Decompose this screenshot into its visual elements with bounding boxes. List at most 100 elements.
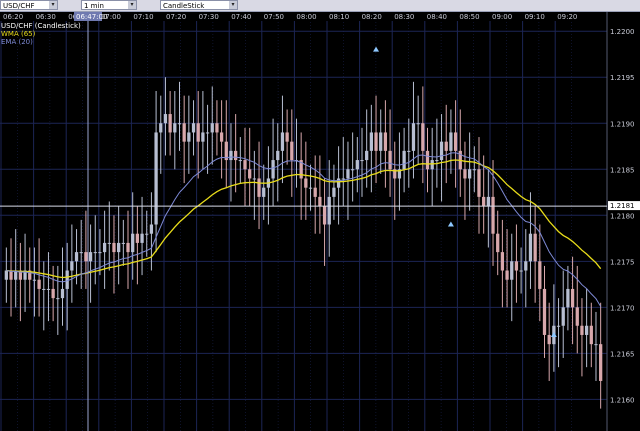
candle-body — [135, 233, 140, 243]
time-tick-label: 08:20 — [362, 13, 382, 21]
interval-select[interactable]: 1 min ▾ — [81, 0, 137, 10]
candle-body — [393, 169, 397, 179]
chevron-down-icon[interactable]: ▾ — [49, 1, 57, 9]
time-tick-label: 06:30 — [36, 13, 56, 21]
time-tick-label: 07:20 — [166, 13, 186, 21]
symbol-select[interactable]: USD/CHF ▾ — [0, 0, 58, 10]
time-tick-label: 07:30 — [199, 13, 219, 21]
crosshair-price-label: 1.2181 — [610, 202, 635, 210]
chevron-down-icon[interactable]: ▾ — [128, 1, 136, 9]
candle-body — [341, 178, 345, 180]
chart-type-select[interactable]: CandleStick ▾ — [160, 0, 238, 10]
candle-body — [416, 123, 420, 125]
candle-body — [397, 169, 402, 179]
chart-toolbar: USD/CHF ▾ 1 min ▾ CandleStick ▾ — [0, 0, 640, 12]
candle-body — [149, 224, 154, 234]
candle-body — [425, 150, 430, 170]
wma-line — [6, 159, 602, 279]
candle-body — [140, 233, 144, 243]
price-tick-label: 1.2195 — [610, 74, 635, 82]
candle-body — [290, 141, 294, 161]
candle-body — [313, 187, 317, 197]
candle-body — [234, 150, 238, 161]
time-tick-label: 08:40 — [427, 13, 447, 21]
chevron-down-icon[interactable]: ▾ — [229, 1, 237, 9]
candle-body — [224, 141, 228, 161]
time-axis-band — [0, 12, 640, 21]
candle-body — [570, 288, 575, 308]
candle-body — [575, 307, 579, 326]
candle-body — [182, 123, 186, 142]
price-tick-label: 1.2200 — [610, 28, 635, 36]
candle-body — [168, 114, 172, 133]
candle-body — [496, 233, 500, 253]
candle-body — [210, 123, 214, 133]
candle-body — [4, 270, 8, 280]
candle-body — [505, 270, 509, 280]
candle-body — [332, 187, 336, 197]
price-tick-label: 1.2165 — [610, 350, 635, 358]
candle-body — [257, 178, 261, 197]
candle-body — [37, 279, 41, 289]
candle-body — [56, 298, 60, 300]
candle-body — [238, 160, 242, 162]
candle-body — [51, 288, 55, 299]
candle-body — [28, 270, 32, 280]
candle-body — [467, 169, 472, 179]
candle-body — [589, 325, 593, 345]
candle-body — [229, 150, 233, 161]
candle-body — [70, 261, 74, 271]
candle-body — [191, 123, 196, 133]
candle-body — [566, 288, 570, 308]
candle-body — [280, 132, 285, 151]
candle-body — [477, 169, 481, 197]
candle-body — [580, 325, 584, 335]
legend-wma: WMA (65) — [1, 30, 36, 38]
candle-body — [491, 196, 495, 234]
candle-body — [594, 344, 598, 346]
price-tick-label: 1.2180 — [610, 212, 635, 220]
candle-body — [556, 325, 561, 327]
candle-body — [9, 270, 13, 280]
candle-body — [215, 123, 219, 133]
time-tick-label: 06:20 — [3, 13, 23, 21]
candle-body — [350, 169, 355, 171]
candle-body — [102, 242, 107, 253]
candle-body — [154, 132, 158, 225]
candle-body — [173, 123, 177, 133]
marker-triangle-icon — [550, 331, 557, 337]
price-tick-label: 1.2160 — [610, 396, 635, 404]
candle-body — [299, 160, 303, 179]
candle-body — [18, 270, 23, 280]
candle-body — [74, 252, 79, 262]
candle-body — [304, 178, 308, 188]
candle-body — [482, 196, 486, 207]
candle-body — [500, 252, 505, 271]
candle-body — [327, 196, 331, 225]
time-tick-label: 07:50 — [264, 13, 284, 21]
price-tick-label: 1.2190 — [610, 120, 635, 128]
candle-body — [374, 132, 378, 151]
time-tick-label: 09:20 — [557, 13, 577, 21]
candle-body — [79, 252, 83, 254]
candle-body — [472, 169, 476, 171]
marker-triangle-icon — [447, 221, 454, 227]
candle-body — [547, 334, 551, 345]
candle-body — [402, 150, 406, 170]
markers — [373, 46, 557, 337]
symbol-select-value: USD/CHF — [3, 2, 35, 10]
candle-body — [112, 242, 116, 253]
candle-body — [23, 270, 27, 280]
candle-body — [383, 132, 388, 151]
price-tick-label: 1.2170 — [610, 304, 635, 312]
time-tick-label: 07:10 — [133, 13, 153, 21]
candle-body — [159, 123, 163, 133]
candle-body — [346, 169, 350, 179]
crosshair-time-box — [74, 12, 102, 21]
candle-body — [388, 150, 392, 170]
candle-body — [98, 252, 102, 254]
indicator-lines — [6, 152, 602, 307]
candle-body — [435, 160, 439, 162]
candle-body — [121, 242, 125, 244]
